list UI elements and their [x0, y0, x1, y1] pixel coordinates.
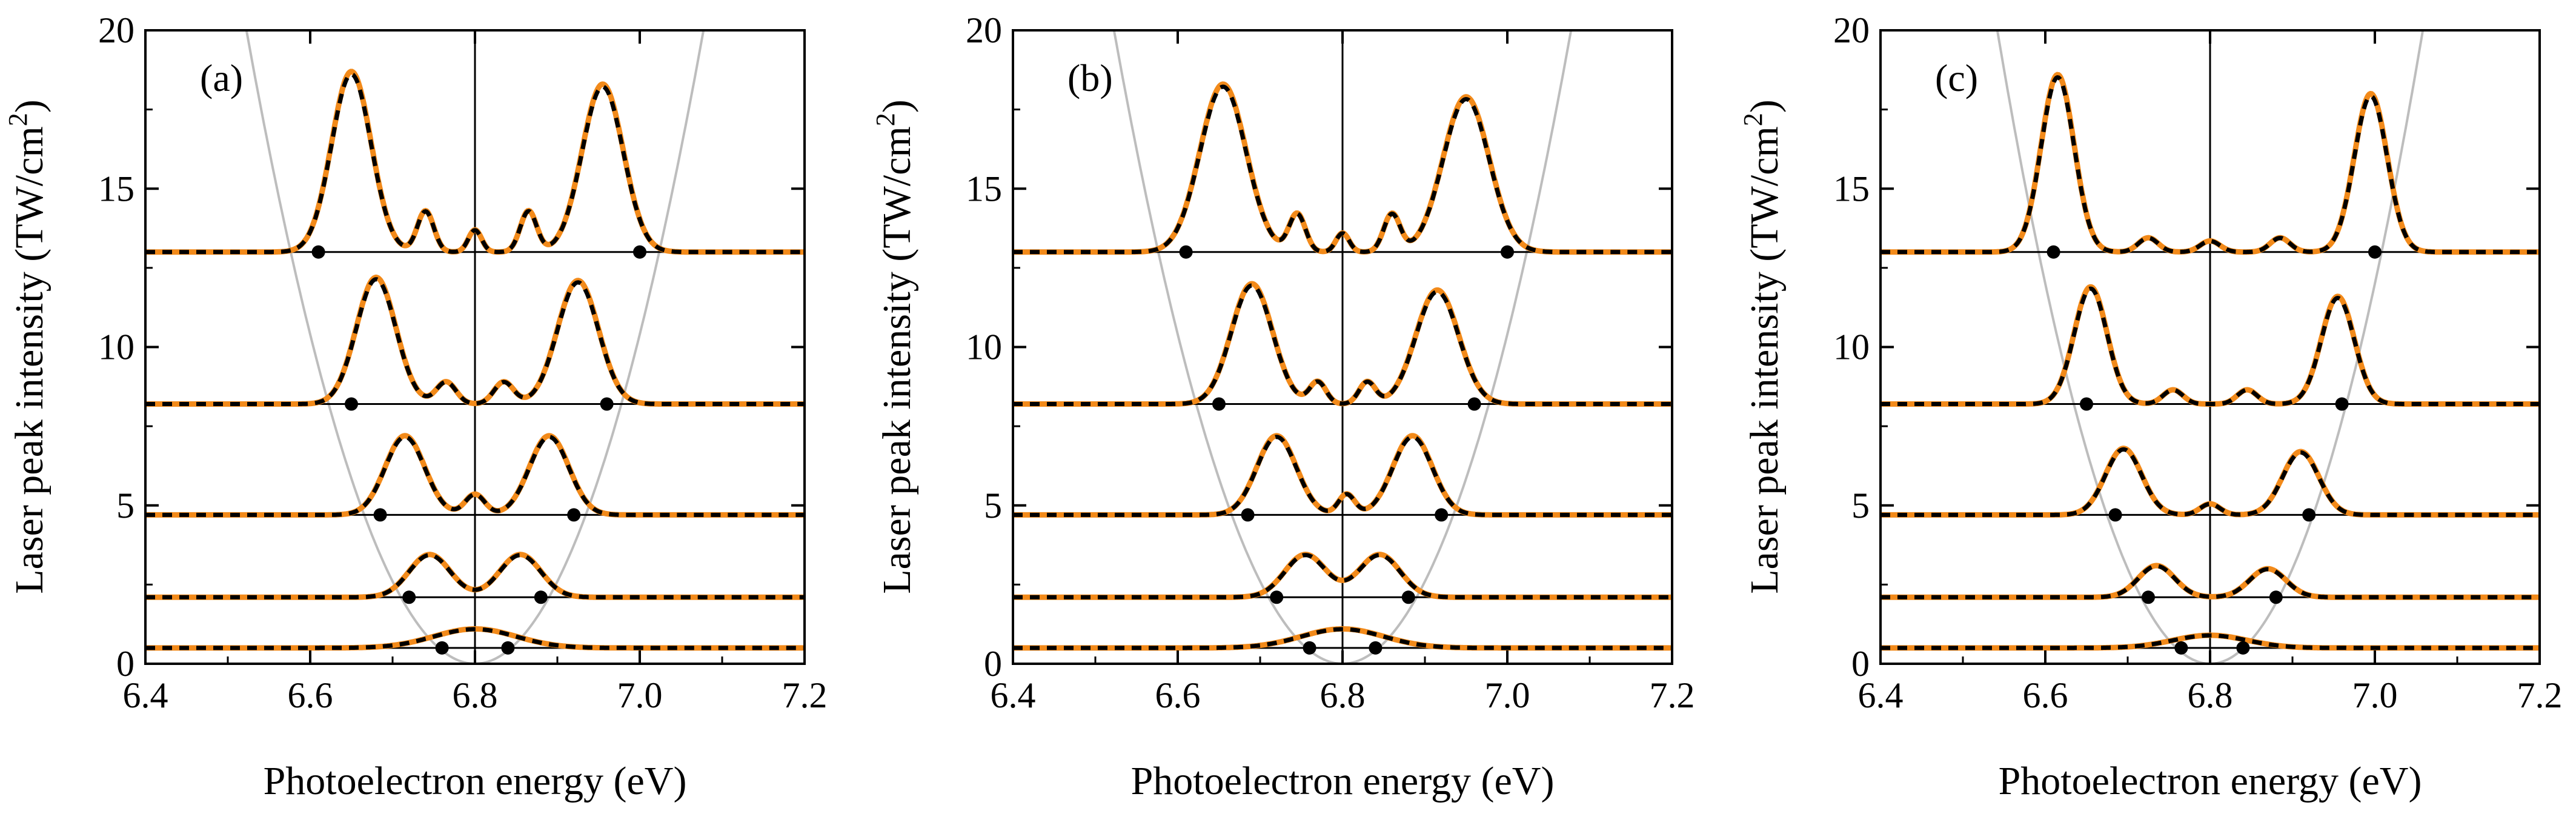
spectrum-model-3	[1013, 283, 1672, 406]
x-tick-label: 6.6	[288, 675, 333, 715]
panel-label: (a)	[200, 56, 243, 99]
marker-point-1-1	[534, 590, 548, 604]
marker-point-3-0	[2080, 397, 2093, 411]
y-tick-label: 0	[116, 644, 134, 684]
marker-point-4-1	[2368, 245, 2382, 259]
marker-point-1-1	[2269, 590, 2283, 604]
x-tick-label: 7.2	[782, 675, 828, 715]
marker-point-1-0	[402, 590, 416, 604]
spectrum-model-1	[1013, 553, 1672, 600]
spectrum-model-2	[145, 435, 805, 517]
spectrum-model-2	[1881, 447, 2540, 517]
y-tick-label: 10	[98, 327, 134, 367]
x-tick-label: 6.6	[2023, 675, 2068, 715]
panel-label: (c)	[1935, 56, 1978, 99]
x-tick-label: 6.8	[1320, 675, 1366, 715]
x-tick-label: 7.2	[2517, 675, 2563, 715]
panel-a: 6.4 6.6 6.8 7.0 7.2 0 5 10 15 20 (a) Photoelectro…	[3, 10, 828, 803]
y-tick-label: 15	[98, 169, 134, 209]
x-tick-label: 7.2	[1650, 675, 1695, 715]
x-axis-label: Photoelectron energy (eV)	[1999, 759, 2422, 803]
x-tick-label: 7.0	[2352, 675, 2398, 715]
x-tick-label: 6.8	[453, 675, 498, 715]
ticks: 6.4 6.6 6.8 7.0 7.2 0 5 10 15 20	[1833, 10, 2563, 715]
marker-point-0-1	[1369, 641, 1383, 655]
marker-point-4-0	[311, 245, 325, 259]
spectrum-model-0	[1881, 633, 2540, 650]
marker-point-1-1	[1401, 590, 1415, 604]
plot-area	[1013, 30, 1672, 664]
spectrum-model-4	[1013, 84, 1672, 255]
x-axis-label: Photoelectron energy (eV)	[1131, 759, 1555, 803]
panel-label: (b)	[1067, 56, 1113, 99]
x-tick-label: 6.8	[2188, 675, 2233, 715]
panel-b: 6.4 6.6 6.8 7.0 7.2 0 5 10 15 20 (b) Photoelectro…	[871, 10, 1695, 803]
marker-point-4-1	[633, 245, 646, 259]
ticks: 6.4 6.6 6.8 7.0 7.2 0 5 10 15 20	[966, 10, 1695, 715]
y-tick-label: 0	[1851, 644, 1870, 684]
y-tick-label: 15	[966, 169, 1002, 209]
parabola-curve	[1112, 30, 1573, 664]
marker-point-3-0	[345, 397, 358, 411]
marker-point-1-0	[2142, 590, 2155, 604]
spectrum-model-0	[145, 627, 805, 650]
y-tick-label: 5	[1851, 486, 1870, 526]
x-tick-label: 6.4	[1858, 675, 1904, 715]
marker-point-0-1	[2236, 641, 2250, 655]
y-tick-label: 10	[1833, 327, 1870, 367]
spectrum-model-1	[145, 553, 805, 600]
x-tick-label: 6.4	[991, 675, 1036, 715]
y-tick-label: 20	[966, 10, 1002, 50]
y-tick-label: 20	[98, 10, 134, 50]
marker-point-3-1	[600, 397, 614, 411]
marker-point-0-1	[501, 641, 515, 655]
spectrum-model-4	[1881, 75, 2540, 255]
x-axis-label: Photoelectron energy (eV)	[264, 759, 687, 803]
marker-point-4-0	[2047, 245, 2060, 259]
marker-point-2-1	[2302, 508, 2316, 522]
marker-point-2-1	[567, 508, 581, 522]
y-axis-label: Laser peak intensity (TW/cm2)	[871, 99, 919, 594]
marker-point-3-1	[2335, 397, 2349, 411]
spectrum-model-0	[1013, 627, 1672, 650]
x-tick-label: 7.0	[1485, 675, 1530, 715]
marker-point-4-1	[1501, 245, 1514, 259]
plot-area	[145, 30, 805, 664]
panel-c: 6.4 6.6 6.8 7.0 7.2 0 5 10 15 20 (c) Photoelectro…	[1738, 10, 2563, 803]
marker-point-1-0	[1270, 590, 1284, 604]
y-tick-label: 20	[1833, 10, 1870, 50]
parabola-curve	[245, 30, 705, 664]
ticks: 6.4 6.6 6.8 7.0 7.2 0 5 10 15 20	[98, 10, 828, 715]
marker-point-0-0	[435, 641, 449, 655]
y-tick-label: 10	[966, 327, 1002, 367]
y-tick-label: 15	[1833, 169, 1870, 209]
marker-point-3-0	[1212, 397, 1226, 411]
marker-point-2-0	[373, 508, 387, 522]
spectrum-model-3	[1881, 286, 2540, 406]
y-axis-label: Laser peak intensity (TW/cm2)	[3, 99, 51, 594]
marker-point-0-0	[1303, 641, 1316, 655]
marker-point-4-0	[1179, 245, 1193, 259]
x-tick-label: 7.0	[617, 675, 663, 715]
plot-area	[1881, 30, 2540, 664]
marker-point-2-0	[2108, 508, 2122, 522]
spectrum-model-2	[1013, 435, 1672, 517]
marker-point-2-0	[1241, 508, 1255, 522]
marker-point-0-0	[2174, 641, 2188, 655]
y-tick-label: 5	[984, 486, 1002, 526]
marker-point-2-1	[1435, 508, 1449, 522]
spectrum-model-1	[1881, 564, 2540, 600]
x-tick-label: 6.4	[123, 675, 168, 715]
spectrum-model-4	[145, 72, 805, 255]
y-tick-label: 0	[984, 644, 1002, 684]
marker-point-3-1	[1467, 397, 1481, 411]
y-tick-label: 5	[116, 486, 134, 526]
spectrum-model-3	[145, 277, 805, 406]
y-axis-label: Laser peak intensity (TW/cm2)	[1738, 99, 1787, 594]
x-tick-label: 6.6	[1155, 675, 1201, 715]
